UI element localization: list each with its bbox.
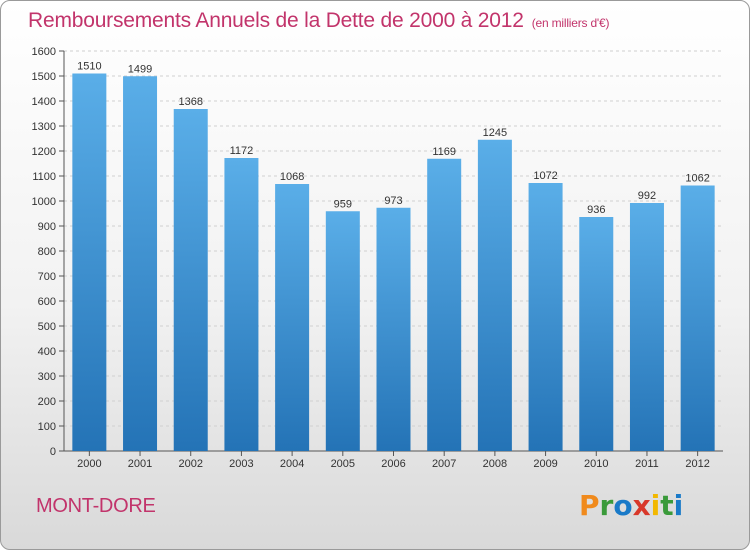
x-tick-label-2000: 2000 — [77, 458, 101, 470]
x-tick-label-2012: 2012 — [685, 458, 709, 470]
data-label-2005: 959 — [334, 198, 352, 210]
proxiti-logo: Proxiti — [579, 489, 683, 522]
data-label-2007: 1169 — [432, 146, 456, 158]
data-label-2001: 1499 — [128, 63, 152, 75]
y-tick-label: 800 — [38, 246, 56, 258]
data-label-2004: 1068 — [280, 171, 304, 183]
y-tick-label: 1300 — [32, 121, 56, 133]
data-label-2009: 1072 — [533, 170, 557, 182]
data-label-2006: 973 — [384, 195, 402, 207]
bar-2005 — [325, 211, 360, 451]
bar-2004 — [275, 184, 310, 451]
data-label-2008: 1245 — [483, 127, 507, 139]
x-tick-label-2007: 2007 — [432, 458, 456, 470]
bar-2001 — [123, 76, 158, 451]
x-tick-label-2006: 2006 — [381, 458, 405, 470]
bar-2011 — [629, 203, 664, 451]
y-tick-label: 200 — [38, 396, 56, 408]
bar-2010 — [579, 217, 614, 451]
y-tick-label: 900 — [38, 221, 56, 233]
data-label-2012: 1062 — [685, 173, 709, 185]
x-tick-label-2001: 2001 — [128, 458, 152, 470]
y-tick-label: 1500 — [32, 71, 56, 83]
bar-2007 — [427, 158, 462, 451]
data-label-2010: 936 — [587, 204, 605, 216]
data-labels: 1510 1499 1368 1172 1068 959 973 1169 1245 1072 93… — [77, 61, 710, 217]
y-tick-label: 1000 — [32, 196, 56, 208]
logo-letter: t — [660, 489, 674, 522]
y-tick-label: 1400 — [32, 96, 56, 108]
y-tick-label: 1600 — [32, 46, 56, 58]
x-tick-label-2009: 2009 — [533, 458, 557, 470]
data-label-2000: 1510 — [77, 61, 101, 73]
x-tick-label-2008: 2008 — [483, 458, 507, 470]
bar-2002 — [173, 109, 208, 451]
logo-letter: i — [673, 489, 684, 522]
data-label-2002: 1368 — [178, 96, 202, 108]
y-tick-label: 600 — [38, 296, 56, 308]
y-tick-label: 400 — [38, 346, 56, 358]
commune-name: MONT-DORE — [36, 495, 156, 517]
bar-2009 — [528, 183, 563, 451]
logo-letter: x — [632, 489, 651, 522]
x-tick-label-2004: 2004 — [280, 458, 304, 470]
bar-2003 — [224, 158, 259, 451]
y-tick-label: 500 — [38, 321, 56, 333]
y-tick-label: 100 — [38, 421, 56, 433]
y-tick-label: 0 — [50, 446, 56, 458]
chart-title: Remboursements Annuels de la Dette de 20… — [28, 9, 609, 33]
bar-2006 — [376, 207, 411, 451]
logo-letter: o — [613, 489, 633, 522]
x-tick-label-2011: 2011 — [635, 458, 659, 470]
y-tick-label: 1100 — [32, 171, 56, 183]
bar-2012 — [680, 185, 715, 451]
x-tick-label-2010: 2010 — [584, 458, 608, 470]
y-tick-label: 700 — [38, 271, 56, 283]
x-tick-label-2002: 2002 — [178, 458, 202, 470]
x-tick-label-2003: 2003 — [229, 458, 253, 470]
logo-letter: r — [599, 489, 614, 522]
bars — [72, 73, 715, 451]
y-tick-label: 300 — [38, 371, 56, 383]
y-tick-label: 1200 — [32, 146, 56, 158]
x-tick-label-2005: 2005 — [331, 458, 355, 470]
chart-title-text: Remboursements Annuels de la Dette de 20… — [28, 9, 524, 32]
data-label-2003: 1172 — [230, 145, 254, 157]
y-tick-labels: 0 100 200 300 400 500 600 700 800 900 1000 1100 1200… — [32, 46, 56, 458]
bar-2008 — [477, 139, 512, 451]
logo-letter: i — [650, 489, 661, 522]
data-label-2011: 992 — [638, 190, 656, 202]
bar-2000 — [72, 73, 107, 451]
chart-subtitle: (en milliers d'€) — [531, 16, 610, 30]
x-tick-labels: 2000 2001 2002 2003 2004 2005 2006 2007 2008 2009… — [77, 458, 710, 470]
logo-letter: P — [579, 489, 600, 522]
